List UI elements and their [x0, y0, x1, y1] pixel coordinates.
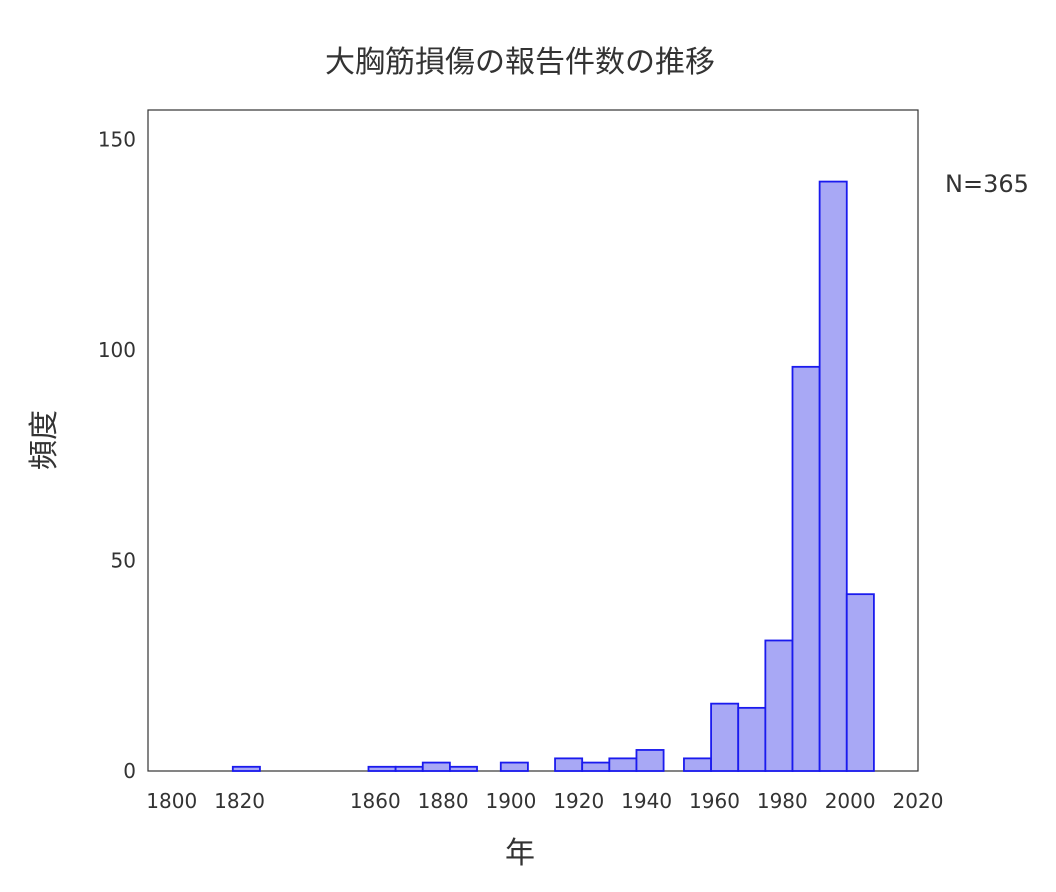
x-tick-label: 1820	[214, 789, 265, 813]
y-axis-ticks: 0 50 100 150	[98, 127, 136, 783]
bars-group	[231, 180, 875, 772]
x-tick-label: 2000	[825, 789, 876, 813]
histogram-bar-17	[845, 593, 875, 772]
y-tick-label: 50	[111, 548, 136, 572]
histogram-bar-11	[683, 757, 712, 772]
histogram-bar-4	[421, 761, 451, 772]
histogram-bar-6	[499, 761, 529, 772]
histogram-bar-2	[367, 765, 397, 772]
y-tick-label: 150	[98, 127, 136, 151]
histogram-bar-13	[737, 706, 767, 772]
x-tick-label: 1920	[553, 789, 604, 813]
histogram-bar-9	[608, 757, 638, 772]
plot-area-frame	[147, 109, 919, 772]
y-tick-label: 0	[123, 759, 136, 783]
histogram-bar-16	[818, 180, 848, 772]
y-axis-label: 頻度	[27, 410, 62, 470]
histogram-bar-3	[394, 765, 424, 772]
x-tick-label: 1900	[485, 789, 536, 813]
x-tick-label: 1960	[689, 789, 740, 813]
histogram-bar-1	[231, 765, 261, 772]
sample-size-annotation: N=365	[945, 170, 1029, 198]
histogram-bar-15	[791, 365, 821, 772]
x-tick-label: 1860	[350, 789, 401, 813]
histogram-bar-5	[448, 765, 478, 772]
x-tick-label: 1800	[146, 789, 197, 813]
x-tick-label: 1940	[621, 789, 672, 813]
x-tick-label: 2020	[893, 789, 944, 813]
x-tick-label: 1880	[418, 789, 469, 813]
histogram-bar-12	[710, 702, 740, 772]
histogram-bar-10	[635, 749, 665, 772]
chart-title: 大胸筋損傷の報告件数の推移	[325, 45, 715, 80]
x-tick-label: 1980	[757, 789, 808, 813]
histogram-bar-7	[554, 757, 584, 772]
histogram-bar-8	[581, 761, 611, 772]
histogram-bar-14	[764, 639, 794, 772]
y-tick-label: 100	[98, 338, 136, 362]
x-axis-ticks: 1800 1820 1860 1880 1900 1920 1940 1960 1980 2000…	[146, 789, 943, 813]
x-axis-label: 年	[505, 836, 535, 871]
